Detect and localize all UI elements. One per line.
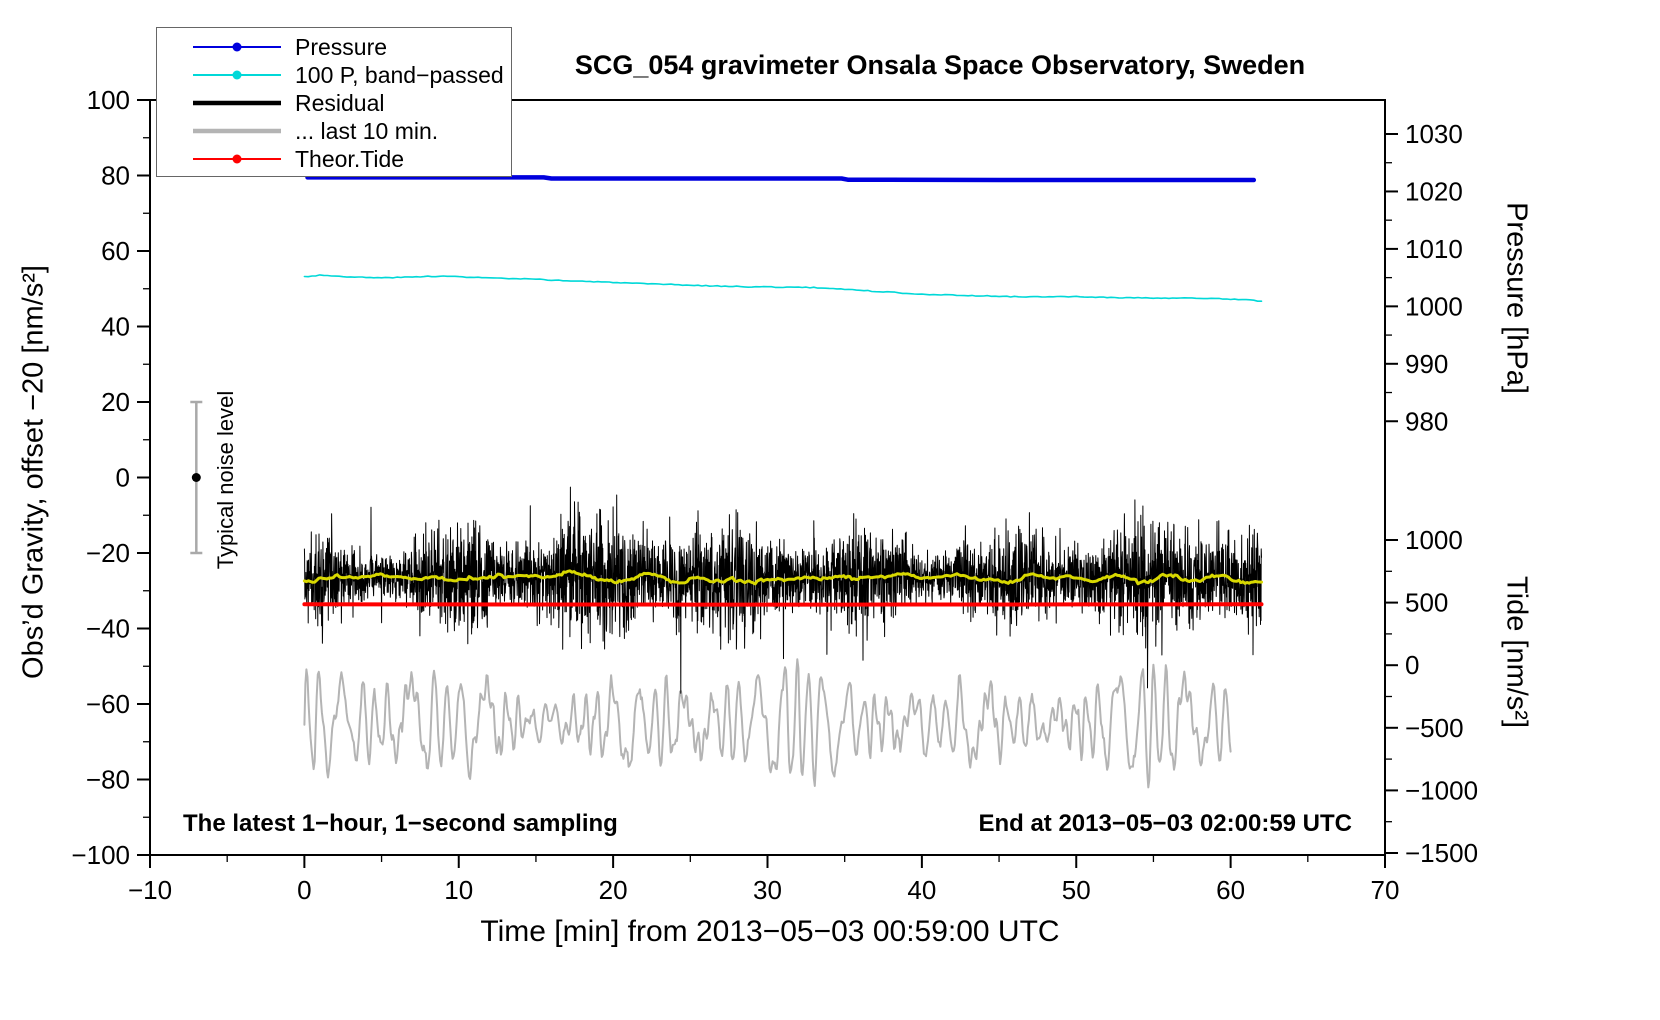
tick-label: 40 bbox=[907, 875, 936, 905]
tick-label: 30 bbox=[753, 875, 782, 905]
series-pressure bbox=[305, 175, 1257, 183]
legend-label: 100 P, band−passed bbox=[295, 61, 504, 88]
legend-label: Residual bbox=[295, 89, 385, 116]
tick-label: 0 bbox=[116, 463, 130, 493]
tick-label: 80 bbox=[101, 161, 130, 191]
tick-label: 1010 bbox=[1405, 234, 1463, 264]
pressure-axis-label: Pressure [hPa] bbox=[1500, 202, 1533, 394]
tick-label: 20 bbox=[599, 875, 628, 905]
sampling-note: The latest 1−hour, 1−second sampling bbox=[183, 810, 618, 837]
tick-label: 0 bbox=[297, 875, 311, 905]
tick-label: 60 bbox=[1216, 875, 1245, 905]
legend-marker-line-icon bbox=[193, 100, 281, 106]
legend-marker-line-icon bbox=[193, 128, 281, 134]
tick-label: 1030 bbox=[1405, 119, 1463, 149]
tick-label: −1000 bbox=[1405, 775, 1478, 805]
legend-item: Theor.Tide bbox=[157, 145, 511, 173]
tick-label: 500 bbox=[1405, 588, 1448, 618]
tick-label: −80 bbox=[86, 765, 130, 795]
tick-label: 50 bbox=[1062, 875, 1091, 905]
tick-label: 980 bbox=[1405, 406, 1448, 436]
legend-item: Residual bbox=[157, 89, 511, 117]
tick-label: 20 bbox=[101, 387, 130, 417]
series-residual-mean bbox=[302, 569, 1263, 586]
series-band-passed bbox=[303, 274, 1263, 302]
series-residual bbox=[303, 486, 1262, 694]
chart-title: SCG_054 gravimeter Onsala Space Observat… bbox=[574, 50, 1306, 80]
tick-label: −1500 bbox=[1405, 838, 1478, 868]
legend-label: ... last 10 min. bbox=[295, 117, 439, 144]
tick-label: 70 bbox=[1371, 875, 1400, 905]
tick-label: −20 bbox=[86, 538, 130, 568]
tick-label: 40 bbox=[101, 312, 130, 342]
series-last-10-min bbox=[303, 658, 1232, 789]
tick-label: 0 bbox=[1405, 650, 1419, 680]
legend-marker-line-dot-icon bbox=[193, 70, 281, 80]
tick-label: 1000 bbox=[1405, 525, 1463, 555]
legend-marker-line-dot-icon bbox=[193, 42, 281, 52]
legend-item: 100 P, band−passed bbox=[157, 61, 511, 89]
tick-label: −500 bbox=[1405, 713, 1464, 743]
tick-label: 10 bbox=[444, 875, 473, 905]
tick-label: 1020 bbox=[1405, 176, 1463, 206]
tick-label: −40 bbox=[86, 614, 130, 644]
legend-item: Pressure bbox=[157, 33, 511, 61]
legend-label: Pressure bbox=[295, 33, 388, 60]
legend: Pressure 100 P, band−passed Residual... la… bbox=[156, 27, 512, 177]
left-axis-label: Obs’d Gravity, offset −20 [nm/s²] bbox=[17, 265, 50, 679]
noise-errorbar-dot bbox=[191, 473, 201, 482]
tick-label: −60 bbox=[86, 689, 130, 719]
x-axis-label: Time [min] from 2013−05−03 00:59:00 UTC bbox=[480, 915, 1060, 948]
legend-marker-line-dot-icon bbox=[193, 154, 281, 164]
tide-axis-label: Tide [nm/s²] bbox=[1500, 575, 1533, 729]
noise-level-label: Typical noise level bbox=[213, 390, 238, 570]
tick-label: 990 bbox=[1405, 349, 1448, 379]
tick-label: 60 bbox=[101, 236, 130, 266]
legend-label: Theor.Tide bbox=[295, 145, 405, 172]
end-time-note: End at 2013−05−03 02:00:59 UTC bbox=[978, 810, 1352, 837]
legend-item: ... last 10 min. bbox=[157, 117, 511, 145]
tick-label: 100 bbox=[87, 85, 130, 115]
tick-label: 1000 bbox=[1405, 291, 1463, 321]
tick-label: −10 bbox=[128, 875, 172, 905]
tick-label: −100 bbox=[71, 840, 130, 870]
